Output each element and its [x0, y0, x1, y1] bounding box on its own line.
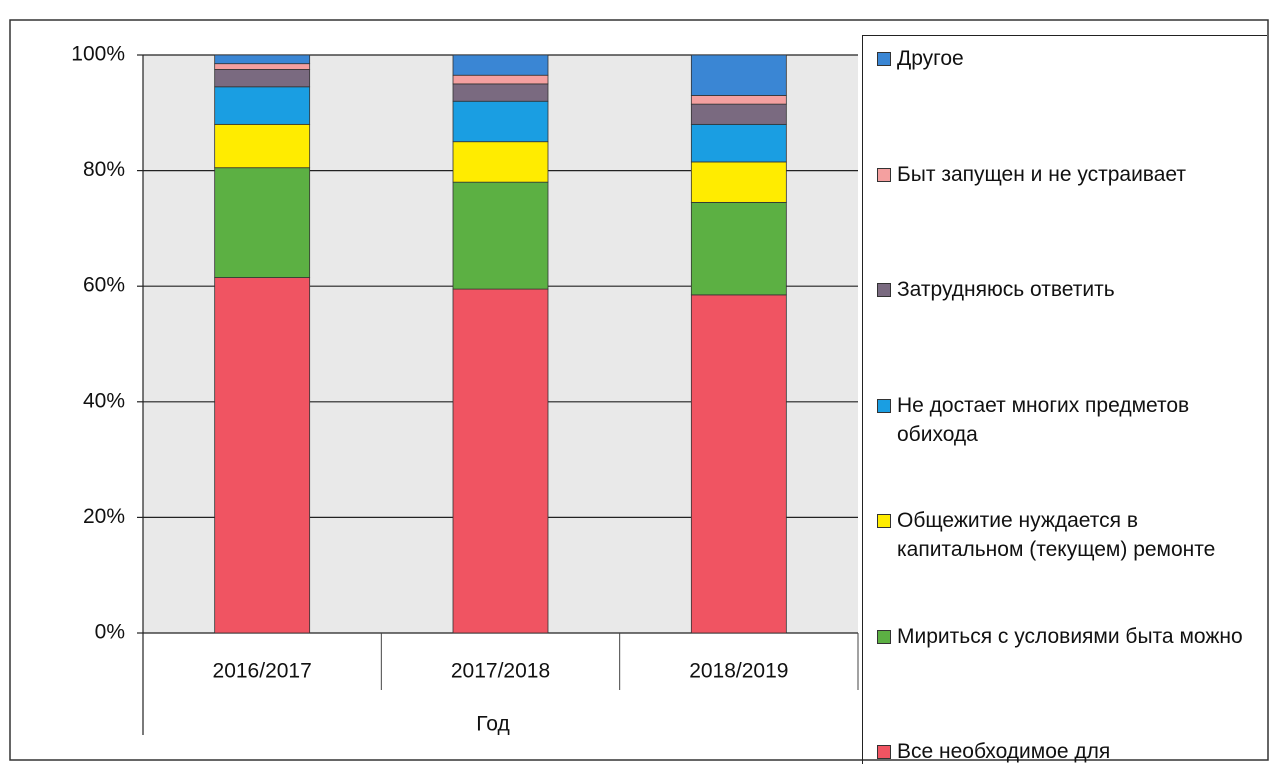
y-tick-label: 80% — [83, 158, 125, 181]
bar-segment — [452, 288, 549, 634]
bar-segment — [452, 74, 549, 85]
bar-segment — [214, 277, 311, 634]
bar-segment — [452, 100, 549, 143]
legend-label: Не достает многих предметов обихода — [897, 393, 1190, 446]
legend-label: Общежитие нуждается в капитальном (текущ… — [897, 509, 1216, 561]
legend-swatch — [877, 167, 891, 182]
legend-label: Быт запущен и не устраивает — [897, 162, 1187, 186]
legend-label: Мириться с условиями быта можно — [897, 624, 1243, 648]
legend-item: Общежитие нуждается в капитальном (текущ… — [877, 506, 1267, 564]
legend-item: Быт запущен и не устраивает — [877, 160, 1267, 189]
legend-item: Затрудняюсь ответить — [877, 275, 1267, 304]
legend-item: Все необходимое для — [877, 737, 1267, 764]
bar-segment — [690, 123, 787, 163]
y-tick-label: 20% — [83, 505, 125, 528]
x-tick-label: 2018/2019 — [689, 660, 788, 683]
legend-item: Другое — [877, 44, 1267, 73]
legend-label: Другое — [897, 47, 964, 70]
legend-swatch — [877, 398, 891, 413]
x-axis-title: Год — [476, 713, 509, 736]
bar-segment — [214, 63, 311, 70]
bar-segment — [214, 54, 311, 65]
x-tick-label: 2016/2017 — [213, 660, 312, 683]
legend-item: Мириться с условиями быта можно — [877, 622, 1267, 651]
legend-label: Все необходимое для — [897, 740, 1111, 763]
bar-segment — [214, 167, 311, 278]
legend-label: Затрудняюсь ответить — [897, 278, 1115, 301]
x-tick-label: 2017/2018 — [451, 660, 550, 683]
bar-segment — [690, 201, 787, 296]
legend-swatch — [877, 629, 891, 644]
bar-segment — [690, 161, 787, 203]
legend-swatch — [877, 514, 891, 528]
y-tick-label: 100% — [71, 43, 125, 66]
bar-segment — [214, 86, 311, 125]
bar-segment — [690, 103, 787, 125]
legend: Другое Быт запущен и не устраивает Затрудн… — [862, 35, 1267, 764]
bar-segment — [452, 83, 549, 102]
legend-swatch — [877, 52, 891, 66]
legend-item: Не достает многих предметов обихода — [877, 391, 1267, 449]
chart-frame — [9, 19, 1269, 761]
bar-segment — [690, 294, 787, 634]
legend-swatch — [877, 745, 891, 759]
bar-segment — [452, 181, 549, 290]
bar-segment — [690, 54, 787, 96]
bar-segment — [690, 95, 787, 105]
bar-segment — [452, 141, 549, 183]
bar-segment — [452, 54, 549, 76]
legend-swatch — [877, 283, 891, 297]
bar-segment — [214, 69, 311, 88]
y-tick-label: 40% — [83, 389, 125, 412]
y-tick-label: 60% — [83, 274, 125, 297]
bar-segment — [214, 123, 311, 169]
y-tick-label: 0% — [95, 621, 125, 644]
